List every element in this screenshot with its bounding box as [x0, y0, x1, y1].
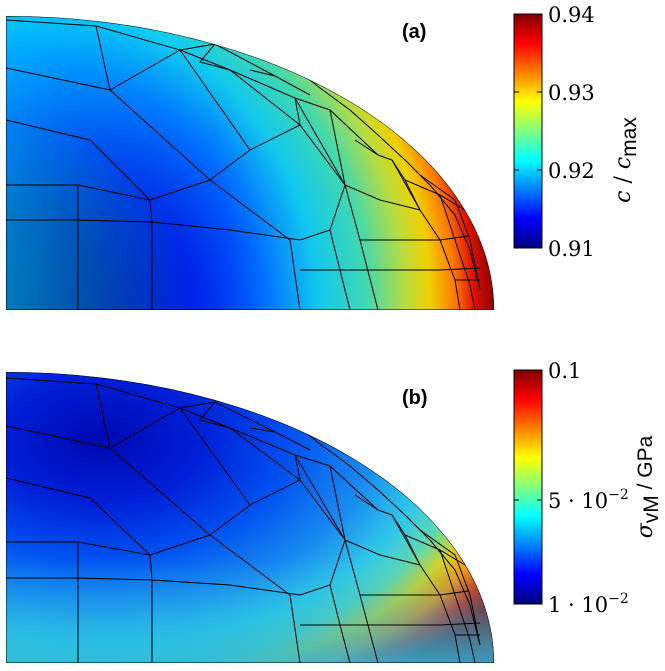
field-b: [6, 372, 494, 663]
colorbar-a-title-sub: max: [618, 117, 641, 157]
colorbar-b-title-var: σ: [633, 522, 658, 538]
colorbar-b-tick-bot-exp: −2: [608, 591, 629, 607]
colorbar-a-title-var: c: [611, 191, 636, 203]
colorbar-b-tick-mid: 5 · 10−2: [548, 487, 629, 513]
field-a: [6, 16, 494, 310]
colorbar-b-tick-mid-exp: −2: [608, 487, 629, 503]
colorbar-a-tick-0: 0.94: [548, 3, 595, 27]
panel-label-a: (a): [402, 21, 426, 43]
colorbar-b-tick-bot-base: 1 · 10: [548, 593, 608, 617]
colorbar-a-tick-2: 0.92: [548, 159, 595, 183]
panel-b: (b) 0.1 5 · 10−2 1 · 10−2 σvM / GPa: [6, 359, 663, 663]
colorbar-a-tick-1: 0.93: [548, 81, 595, 105]
colorbar-b-title: σvM / GPa: [633, 435, 663, 538]
colorbar-a: 0.94 0.93 0.92 0.91 c / cmax: [513, 3, 641, 261]
mesh-b: [6, 377, 481, 663]
colorbar-b-tick-bot: 1 · 10−2: [548, 591, 629, 617]
colorbar-b-tick-mid-base: 5 · 10: [548, 489, 608, 513]
colorbar-b: 0.1 5 · 10−2 1 · 10−2 σvM / GPa: [513, 359, 663, 617]
panel-a: (a) 0.94 0.93 0.92 0.91 c / cmax: [6, 3, 641, 310]
colorbar-b-tick-top: 0.1: [548, 359, 581, 383]
colorbar-a-title-var2: c: [611, 157, 636, 169]
panel-label-b: (b): [402, 387, 428, 409]
colorbar-b-title-unit: / GPa: [634, 435, 657, 495]
colorbar-a-title-sep: /: [611, 169, 636, 190]
colorbar-a-title: c / cmax: [611, 117, 641, 203]
colorbar-b-title-sub: vM: [640, 495, 663, 523]
mesh-a: [6, 19, 481, 310]
colorbar-a-tick-3: 0.91: [548, 237, 595, 261]
